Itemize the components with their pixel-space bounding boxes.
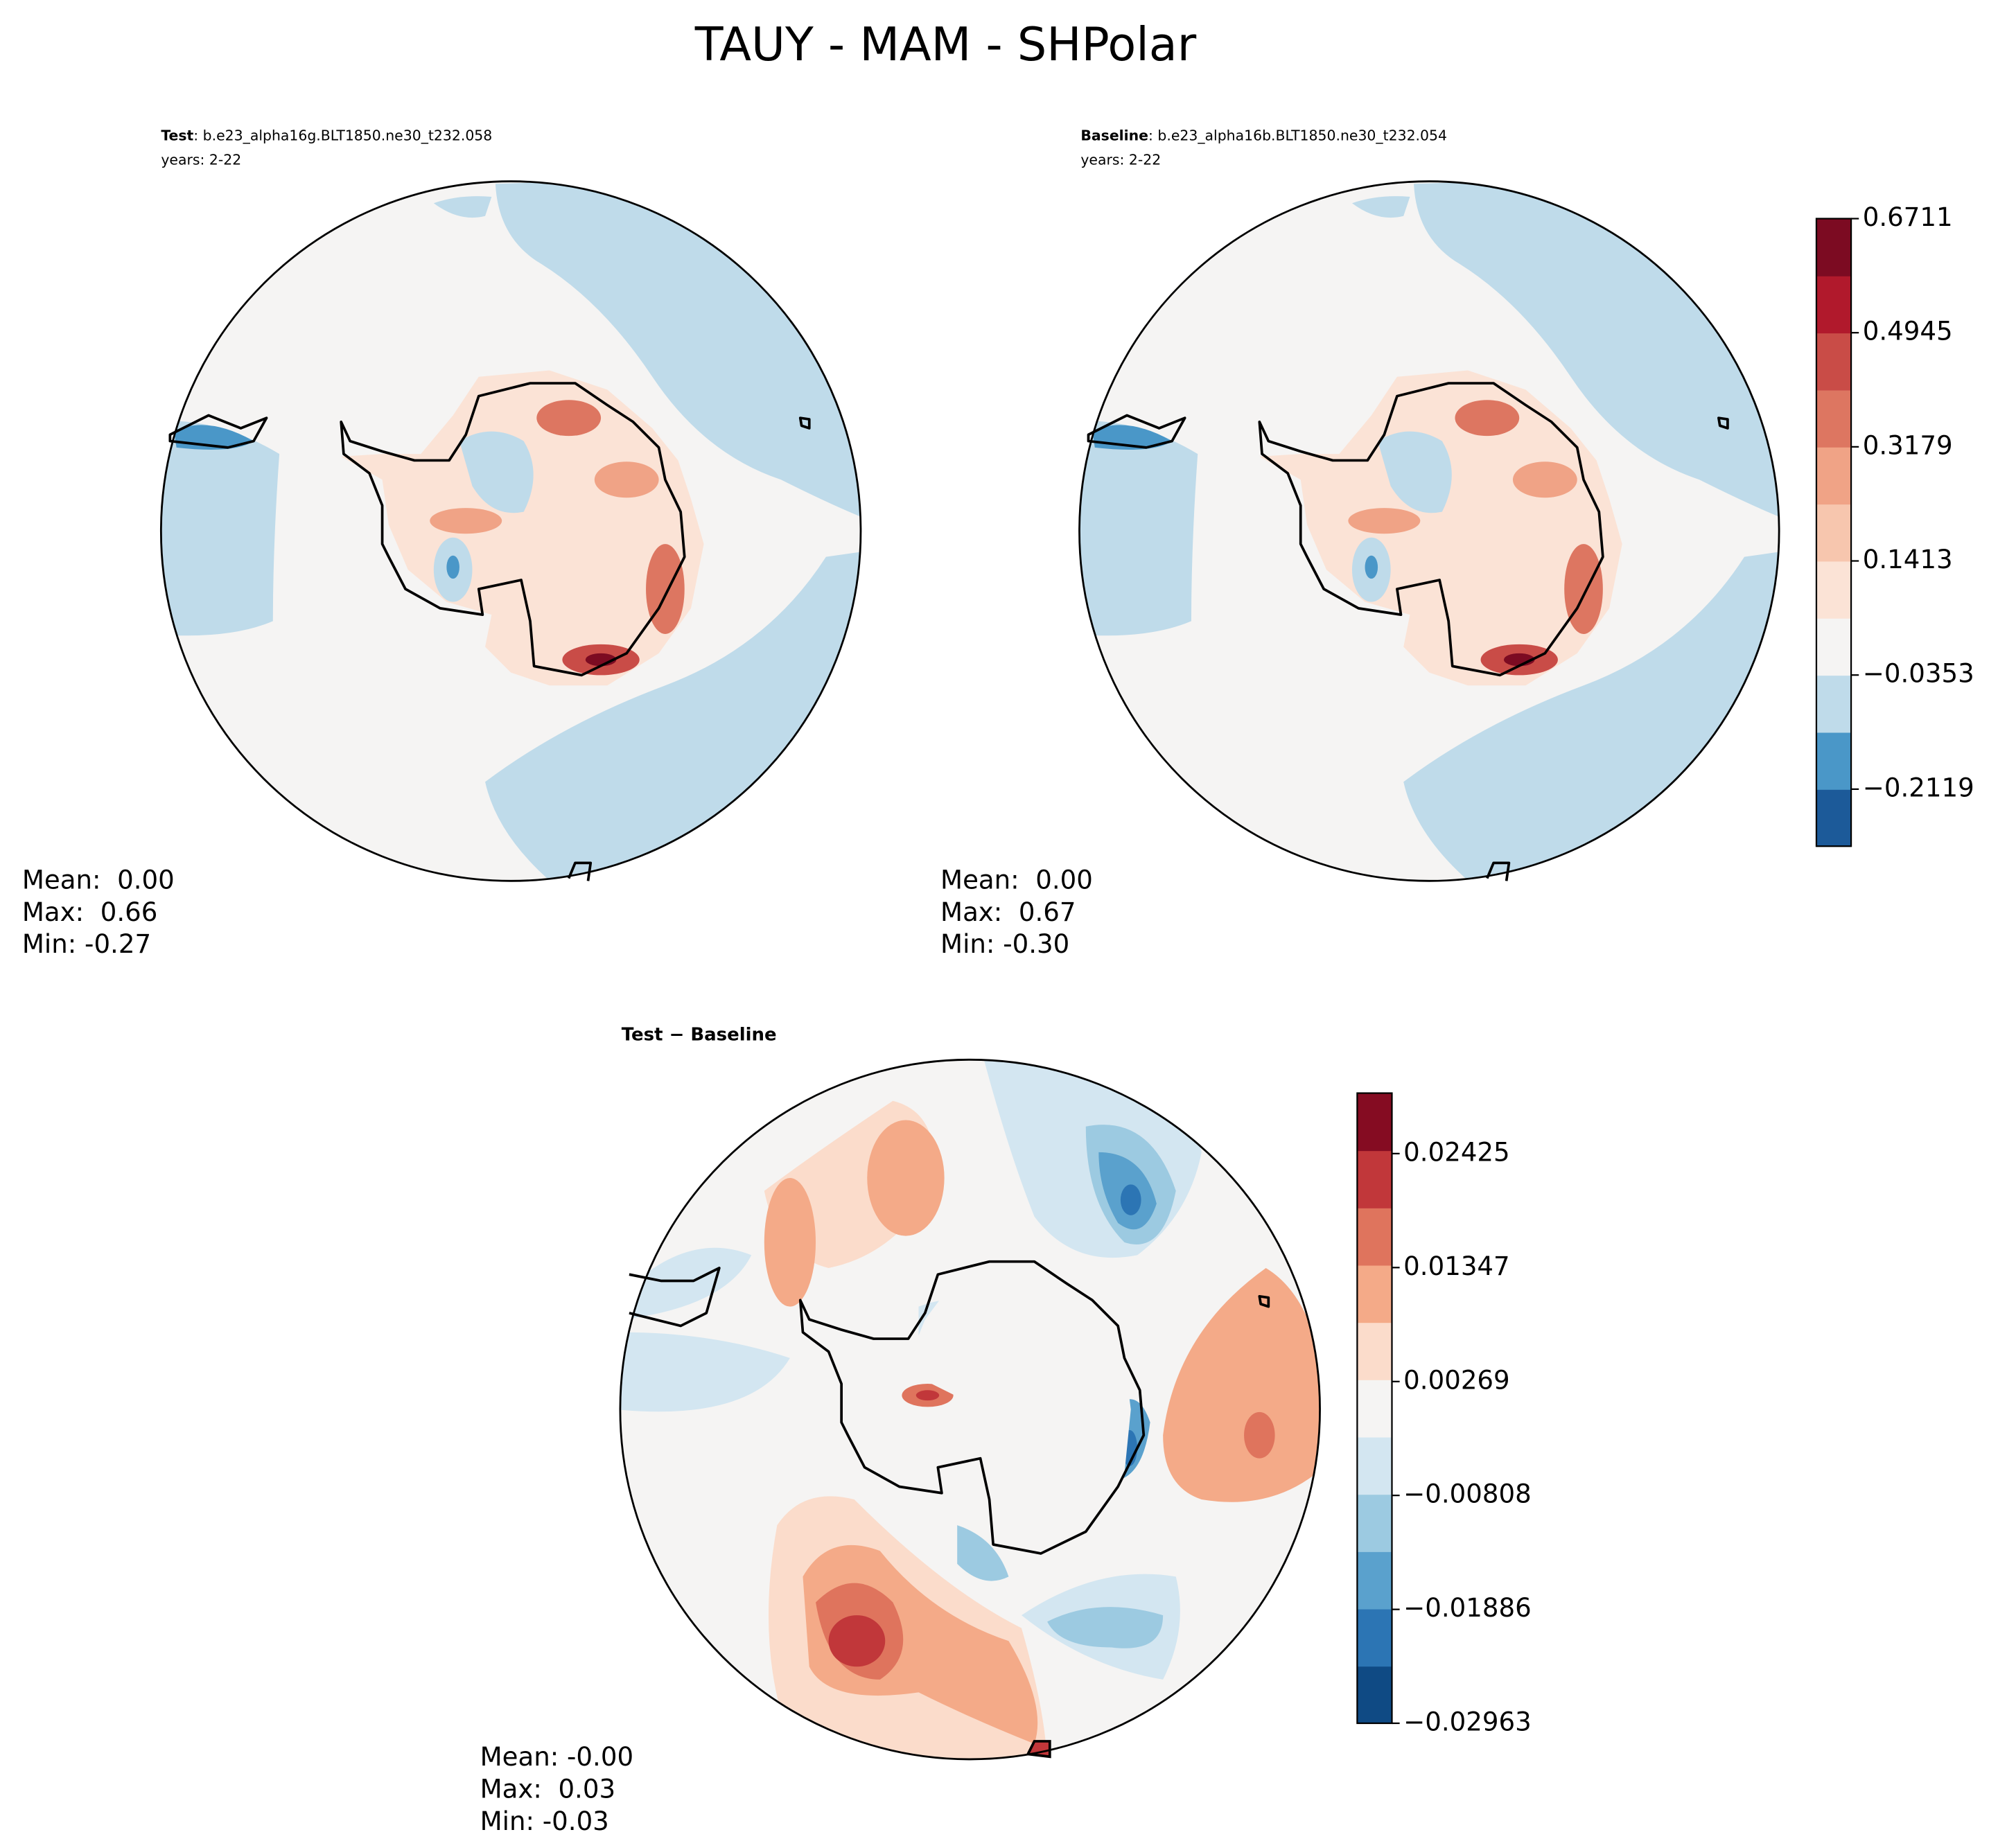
colorbar-band xyxy=(1816,389,1852,448)
colorbar-band xyxy=(1357,1150,1392,1208)
colorbar-frame xyxy=(1815,218,1852,847)
stat: Mean: -0.00 xyxy=(480,1742,633,1772)
colorbar-tick-label: −0.01886 xyxy=(1403,1593,1532,1623)
colorbar-tick-label: 0.1413 xyxy=(1863,545,1953,574)
map-panel: Test: b.e23_alpha16g.BLT1850.ne30_t232.0… xyxy=(22,127,871,959)
colorbar-tick-label: −0.0353 xyxy=(1863,659,1974,689)
panel-subtitle: years: 2-22 xyxy=(161,152,241,168)
colorbar-tick-label: 0.6711 xyxy=(1863,202,1953,232)
colorbar-tick-label: 0.01347 xyxy=(1403,1251,1509,1281)
colorbar-band xyxy=(1357,1379,1392,1438)
stat: Max: 0.03 xyxy=(480,1775,615,1804)
panel-title-bold: Test xyxy=(161,127,193,143)
colorbar-band xyxy=(1816,789,1852,847)
colorbar-tick-label: −0.2119 xyxy=(1863,773,1974,802)
map-field xyxy=(619,1058,1321,1761)
colorbar-band xyxy=(1357,1551,1392,1610)
colorbar-band xyxy=(1357,1207,1392,1266)
panel-title: Test − Baseline xyxy=(622,1024,777,1045)
map-field xyxy=(1069,171,1789,891)
colorbar-band xyxy=(1357,1093,1392,1152)
colorbar-band xyxy=(1816,446,1852,505)
map-panel: Test − Baseline Mean: -0.00 Max: 0.03 Mi… xyxy=(480,1024,1321,1836)
colorbar-band xyxy=(1816,218,1852,276)
colorbar-tick-label: −0.02963 xyxy=(1403,1707,1532,1736)
stat: Min: -0.30 xyxy=(940,929,1069,959)
colorbar-band xyxy=(1816,617,1852,676)
stat: Max: 0.66 xyxy=(22,897,157,927)
colorbar-band xyxy=(1816,561,1852,619)
colorbar-band xyxy=(1357,1494,1392,1552)
colorbar-band xyxy=(1816,675,1852,733)
colorbar-band xyxy=(1357,1265,1392,1323)
panel-title-bold: Baseline xyxy=(1080,127,1148,143)
colorbar-frame xyxy=(1356,1092,1393,1725)
figure-title: TAUY - MAM - SHPolar xyxy=(694,17,1197,71)
colorbar-band xyxy=(1357,1436,1392,1495)
colorbar-band xyxy=(1357,1666,1392,1724)
stat: Min: -0.27 xyxy=(22,929,151,959)
panel-title: Baseline: b.e23_alpha16b.BLT1850.ne30_t2… xyxy=(1080,127,1447,143)
colorbar-tick-label: 0.3179 xyxy=(1863,430,1953,460)
panel-title-text: : b.e23_alpha16b.BLT1850.ne30_t232.054 xyxy=(1148,127,1447,143)
map-panel: Baseline: b.e23_alpha16b.BLT1850.ne30_t2… xyxy=(940,127,1789,959)
colorbar-tick-label: 0.4945 xyxy=(1863,317,1953,346)
colorbar-tick-label: 0.02425 xyxy=(1403,1137,1509,1167)
stat: Max: 0.67 xyxy=(940,897,1076,927)
stat: Mean: 0.00 xyxy=(22,865,175,895)
colorbar-band xyxy=(1816,333,1852,391)
colorbar-band xyxy=(1816,732,1852,790)
colorbar-tick-label: 0.00269 xyxy=(1403,1365,1509,1395)
colorbar-tick-label: −0.00808 xyxy=(1403,1479,1532,1509)
panel-title: Test: b.e23_alpha16g.BLT1850.ne30_t232.0… xyxy=(161,127,492,143)
colorbar-band xyxy=(1816,275,1852,334)
map-field xyxy=(151,171,871,891)
stat: Min: -0.03 xyxy=(480,1806,609,1836)
panel-subtitle: years: 2-22 xyxy=(1080,152,1161,168)
colorbar-band xyxy=(1816,504,1852,562)
colorbar-band xyxy=(1357,1608,1392,1667)
panel-title-text: : b.e23_alpha16g.BLT1850.ne30_t232.058 xyxy=(193,127,492,143)
colorbar-band xyxy=(1357,1322,1392,1380)
stat: Mean: 0.00 xyxy=(940,865,1093,895)
